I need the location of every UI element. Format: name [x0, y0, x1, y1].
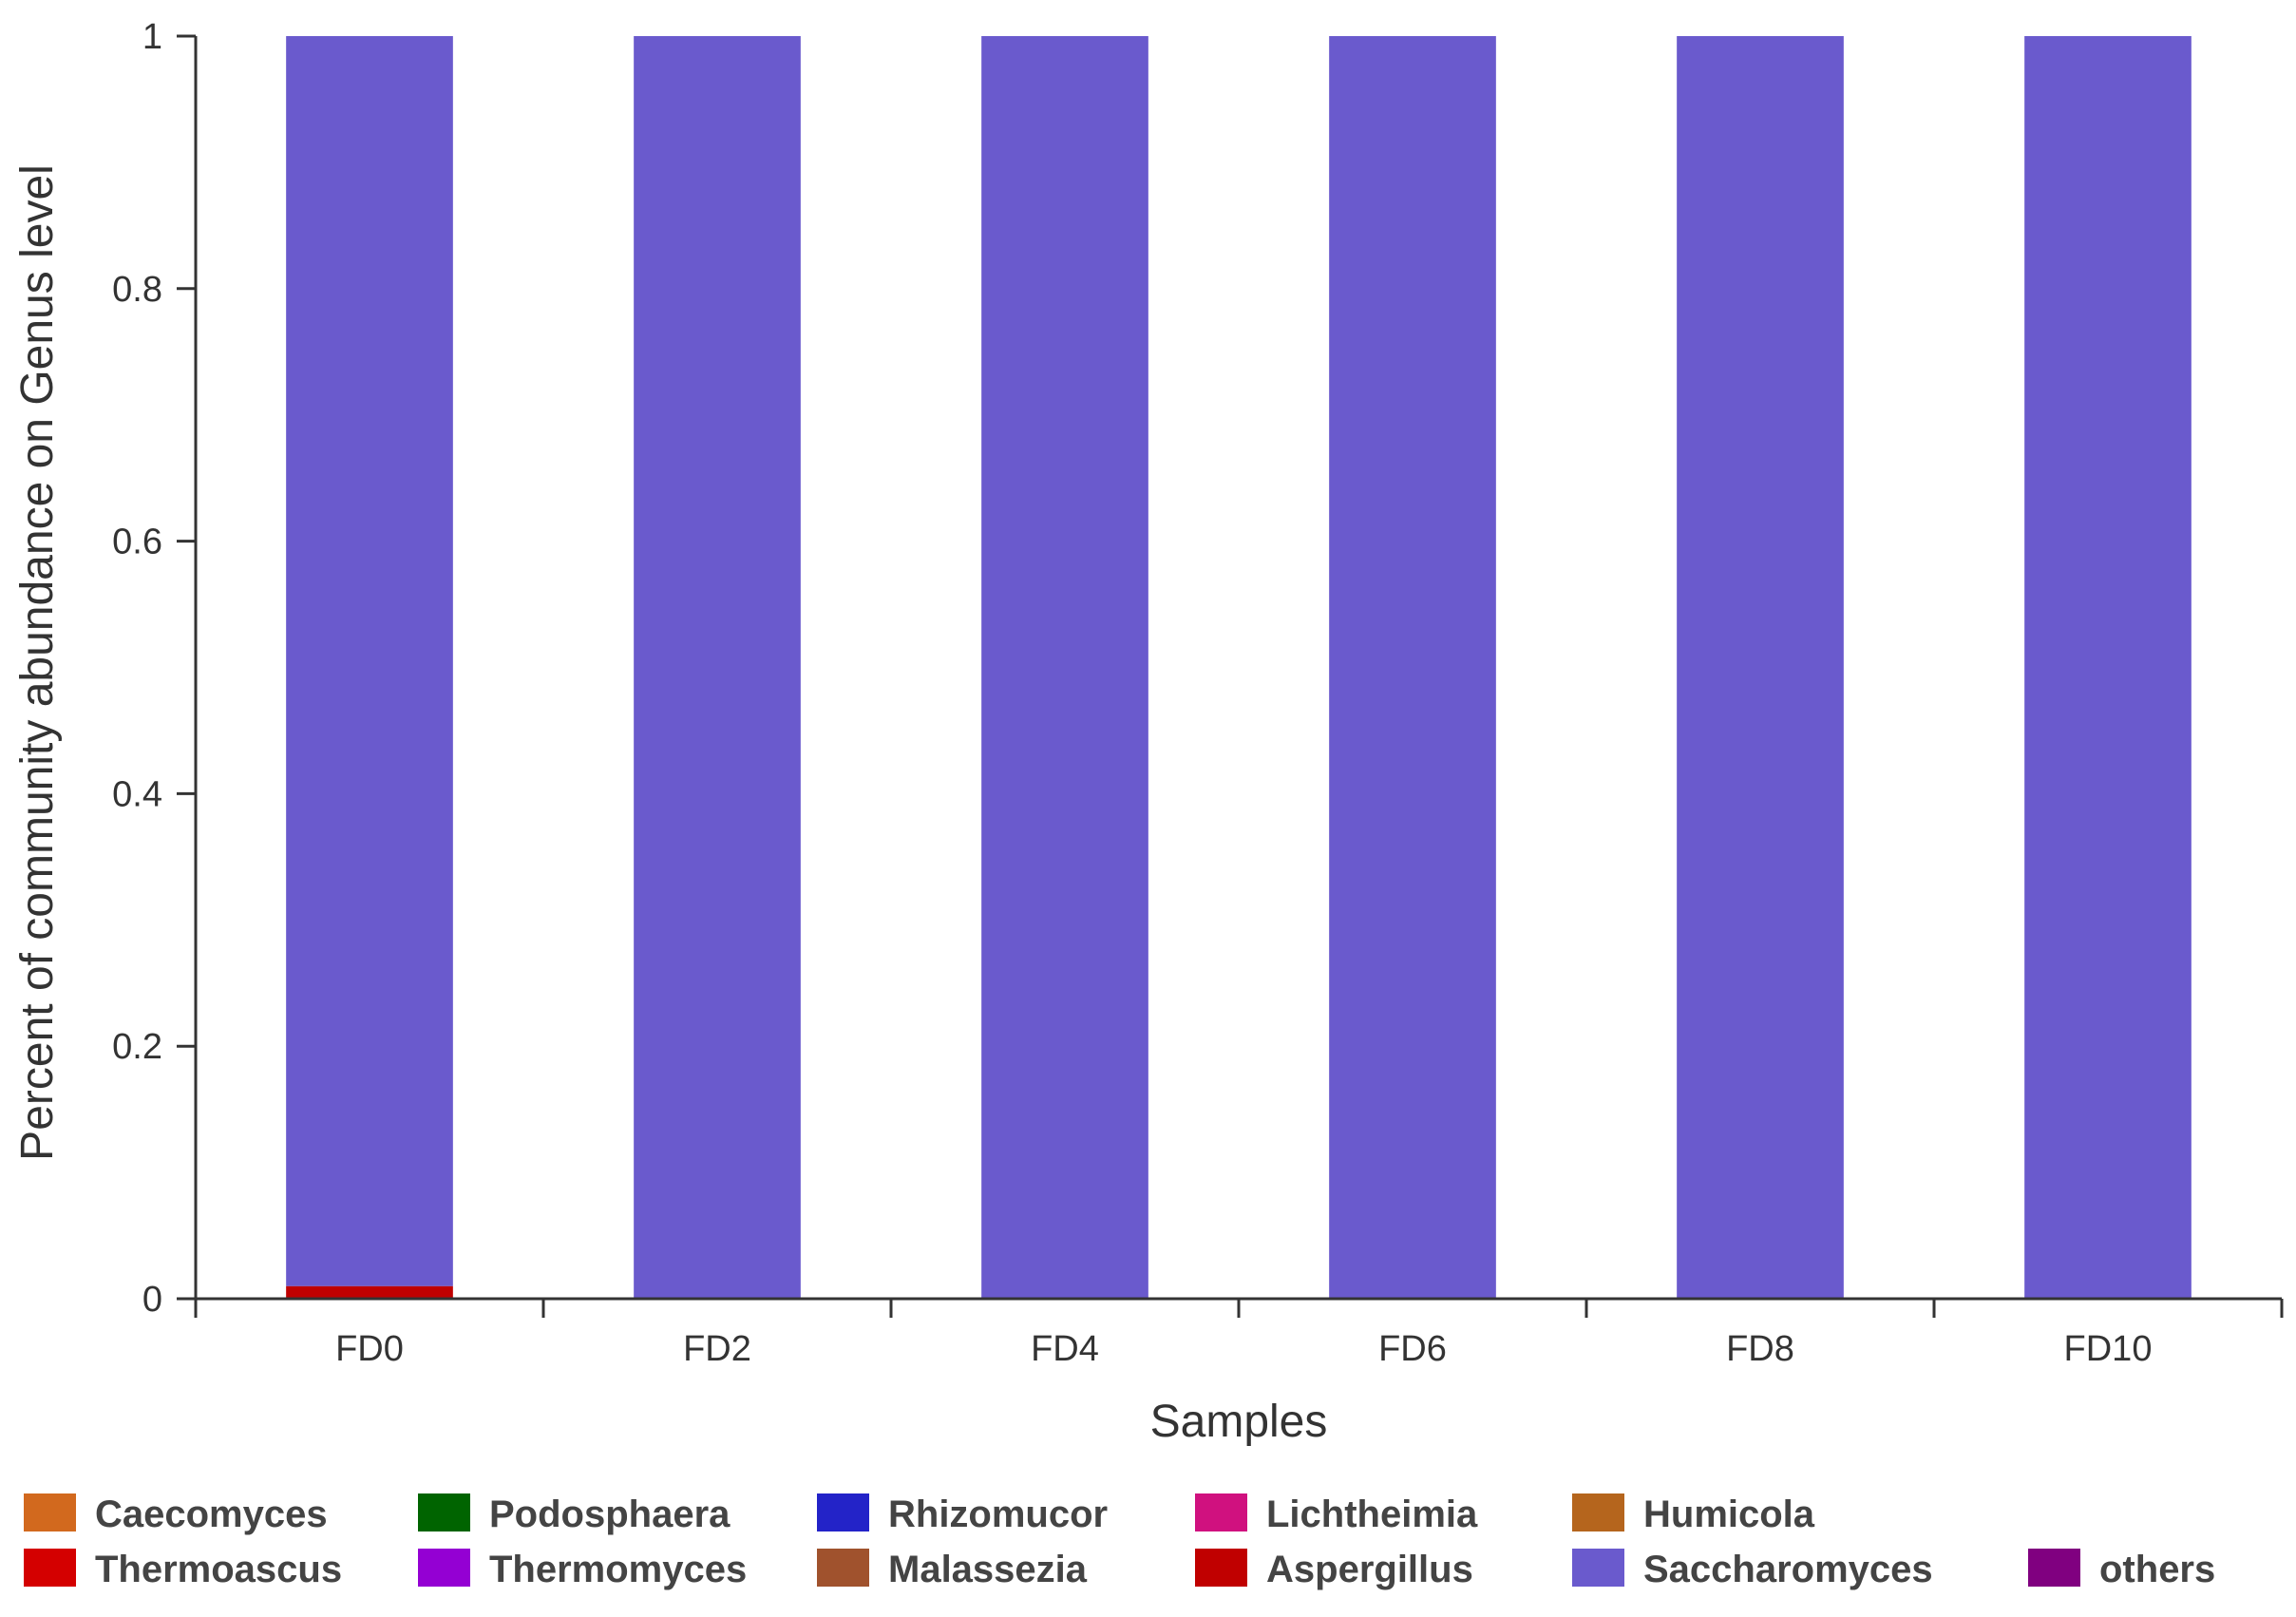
bar-segment-aspergillus-fd0: [286, 1285, 453, 1299]
legend-item-aspergillus: Aspergillus: [1195, 1549, 1473, 1590]
bar-segment-saccharomyces-fd0: [286, 36, 453, 1286]
legend-swatch: [1195, 1549, 1247, 1587]
legend-swatch: [418, 1549, 470, 1587]
x-tick-label: FD0: [335, 1329, 404, 1369]
legend-swatch: [418, 1493, 470, 1531]
bars-layer: [286, 36, 2192, 1299]
legend-swatch: [2028, 1549, 2080, 1587]
legend-item-podosphaera: Podosphaera: [418, 1493, 731, 1535]
y-tick-label: 1: [142, 17, 162, 57]
x-ticks: FD0 FD2 FD4 FD6 FD8 FD10: [194, 1299, 2284, 1369]
legend-label: others: [2099, 1549, 2215, 1590]
x-tick-label: FD8: [1726, 1329, 1794, 1369]
legend-label: Caecomyces: [95, 1493, 328, 1535]
legend-item-lichtheimia: Lichtheimia: [1195, 1493, 1478, 1535]
legend-label: Saccharomyces: [1643, 1549, 1933, 1590]
legend-item-others: others: [2028, 1549, 2215, 1590]
bar-segment-saccharomyces-fd2: [634, 36, 801, 1299]
legend-item-thermoascus: Thermoascus: [24, 1549, 342, 1590]
legend-swatch: [1572, 1549, 1624, 1587]
y-tick-label: 0.2: [112, 1027, 162, 1067]
legend-item-caecomyces: Caecomyces: [24, 1493, 328, 1535]
legend-label: Thermoascus: [95, 1549, 342, 1590]
y-tick-label: 0.8: [112, 270, 162, 310]
legend-swatch: [817, 1549, 869, 1587]
x-tick-label: FD6: [1378, 1329, 1447, 1369]
legend: Caecomyces Podosphaera Rhizomucor Lichtheim…: [24, 1493, 2215, 1590]
y-tick-label: 0.6: [112, 523, 162, 562]
legend-label: Lichtheimia: [1266, 1493, 1478, 1535]
x-tick-label: FD10: [2064, 1329, 2153, 1369]
legend-swatch: [1572, 1493, 1624, 1531]
legend-swatch: [24, 1549, 76, 1587]
y-axis-title: Percent of community abundance on Genus …: [12, 164, 63, 1161]
axes-layer: [194, 36, 2282, 1301]
legend-label: Malassezia: [888, 1549, 1088, 1590]
legend-item-malassezia: Malassezia: [817, 1549, 1088, 1590]
legend-item-rhizomucor: Rhizomucor: [817, 1493, 1108, 1535]
y-tick-label: 0: [142, 1280, 162, 1320]
legend-swatch: [1195, 1493, 1247, 1531]
y-tick-label: 0.4: [112, 774, 162, 814]
legend-item-thermomyces: Thermomyces: [418, 1549, 747, 1590]
x-tick-label: FD4: [1031, 1329, 1099, 1369]
bar-segment-saccharomyces-fd6: [1329, 36, 1496, 1299]
legend-item-humicola: Humicola: [1572, 1493, 1815, 1535]
legend-label: Humicola: [1643, 1493, 1815, 1535]
legend-swatch: [24, 1493, 76, 1531]
bar-segment-saccharomyces-fd10: [2024, 36, 2192, 1299]
x-tick-label: FD2: [683, 1329, 751, 1369]
legend-label: Rhizomucor: [888, 1493, 1108, 1535]
y-ticks: 0 0.2 0.4 0.6 0.8 1: [112, 17, 196, 1320]
legend-label: Aspergillus: [1266, 1549, 1473, 1590]
legend-label: Thermomyces: [489, 1549, 747, 1590]
bar-segment-saccharomyces-fd8: [1677, 36, 1844, 1299]
legend-label: Podosphaera: [489, 1493, 731, 1535]
x-axis-title: Samples: [1150, 1397, 1328, 1447]
bar-segment-saccharomyces-fd4: [981, 36, 1148, 1299]
legend-swatch: [817, 1493, 869, 1531]
legend-item-saccharomyces: Saccharomyces: [1572, 1549, 1933, 1590]
